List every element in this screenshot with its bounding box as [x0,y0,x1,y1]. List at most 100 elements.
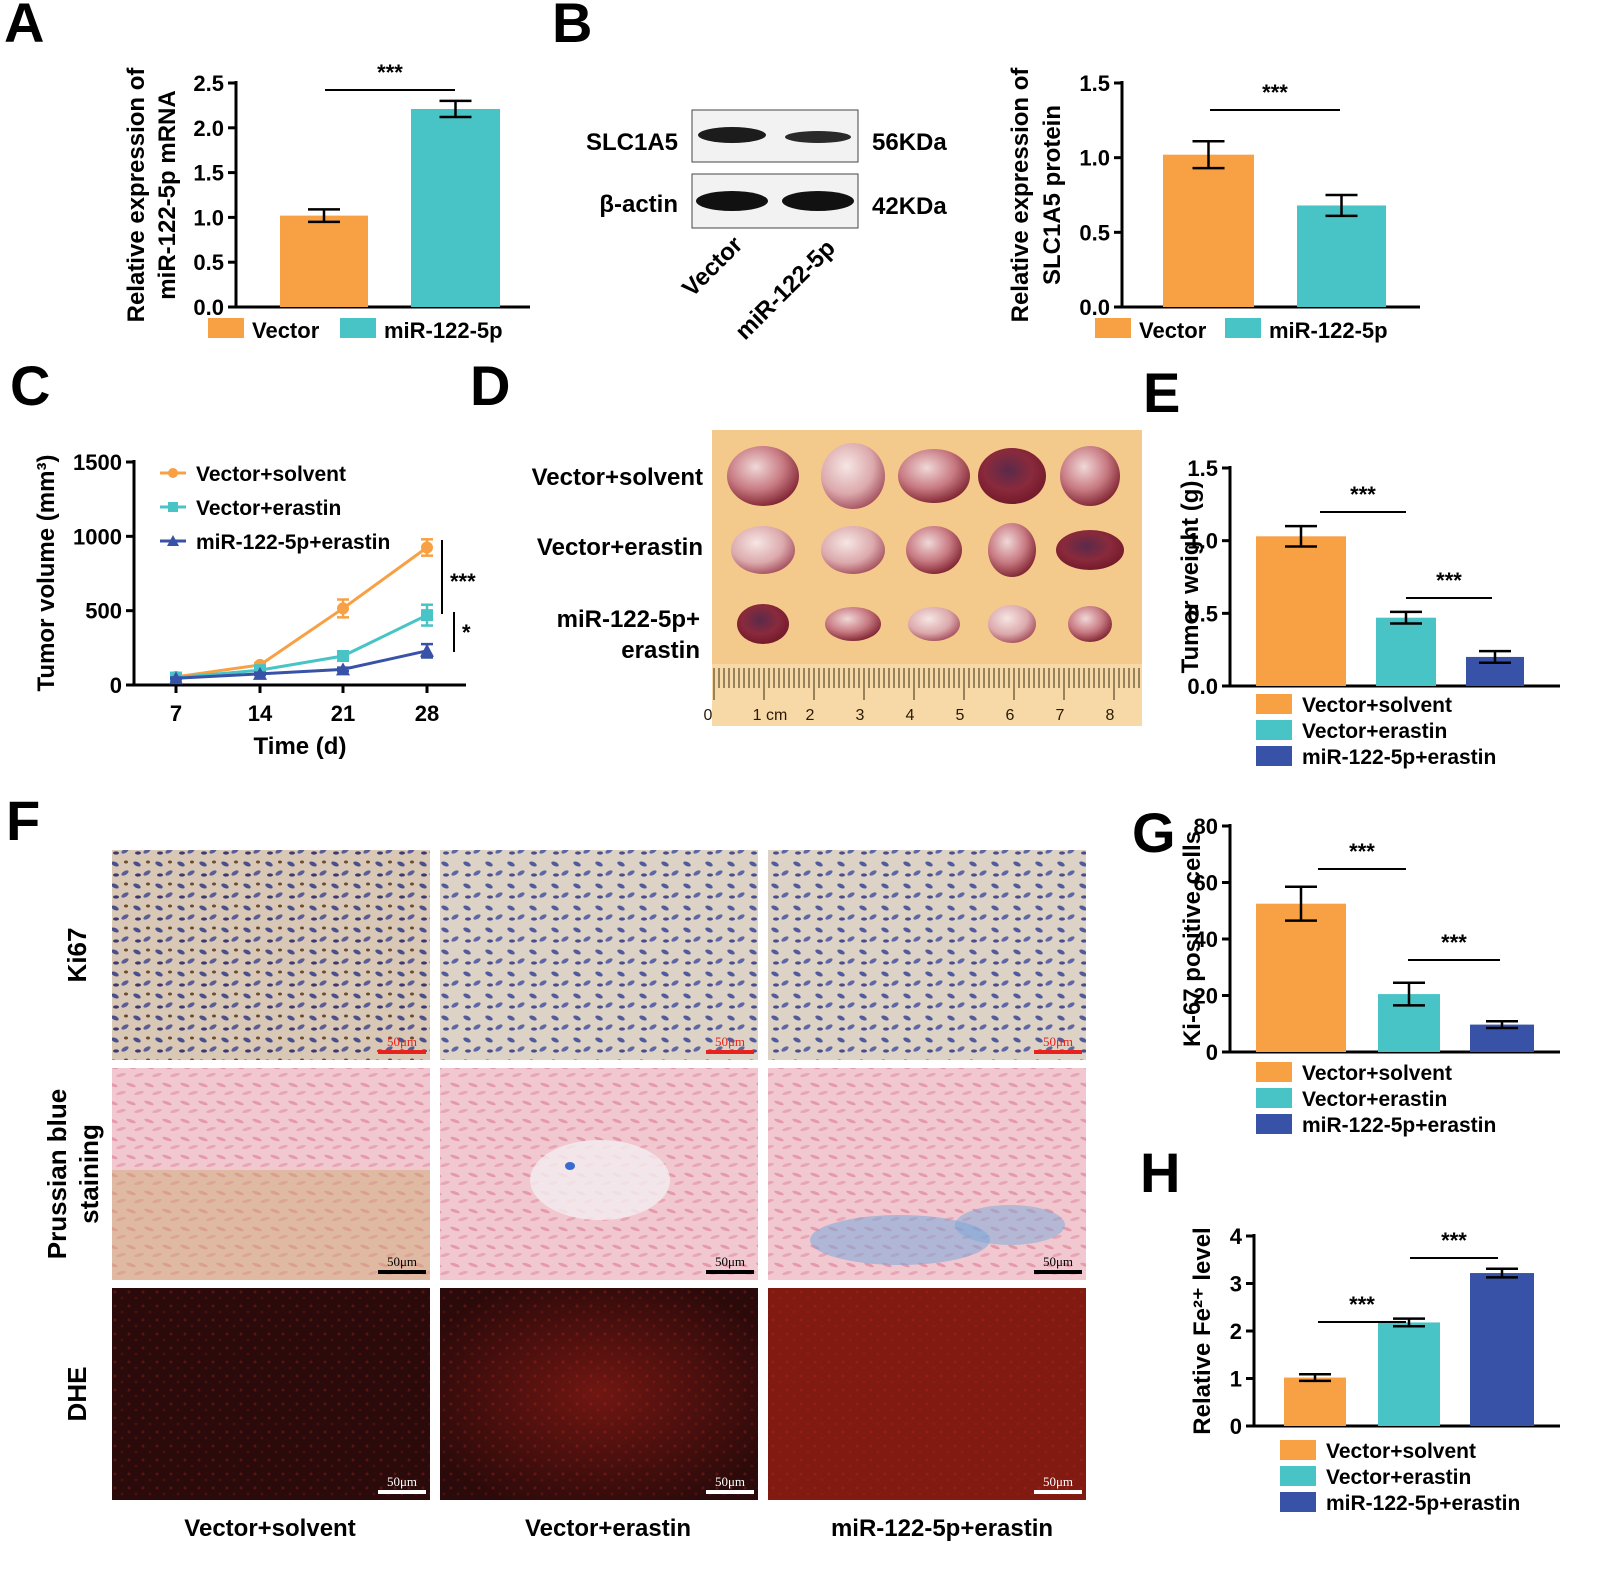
y-axis-label: Relative expression of [1007,67,1034,323]
ruler-ticks: 0 1 cm 2 3 4 5 6 7 8 [704,668,1140,724]
legend-swatch-1 [1095,318,1131,338]
legend-swatch-2 [1256,1088,1292,1108]
ki67-image-1 [112,850,430,1060]
scale-bar-label: 50μm [715,1034,745,1049]
tumor [908,607,960,641]
legend-swatch-1 [1280,1440,1316,1460]
y-axis-label: Relative expression of [123,67,150,323]
histology-grid: 50μm 50μm 50μm 50μm 50μm 50μm 50μm 50μm 50μm Ki6… [42,850,1086,1542]
dhe-image-1 [112,1288,430,1500]
blot-label-actin: β-actin [599,191,678,218]
legend-label-1: Vector [1139,318,1207,343]
point-triangle [253,666,267,680]
y-axis-label: miR-122-5p mRNA [154,90,181,299]
ki67-image-2 [440,850,758,1060]
legend-label-2: Vector+erastin [1302,720,1447,743]
legend-label-1: Vector+solvent [1326,1440,1476,1463]
scale-bars: 50μm 50μm 50μm 50μm 50μm 50μm 50μm 50μm 50μm [378,1034,1082,1494]
y-tick-label: 1.0 [1187,529,1218,554]
y-tick-label: 0.0 [1187,674,1218,699]
bar-2 [411,108,500,307]
scale-bar [1034,1490,1082,1494]
prussian-image-1 [112,1068,430,1280]
prussian-blue-deposit-2 [955,1205,1065,1245]
tumor-grid [727,443,1124,644]
panel-label-f: F [6,789,40,852]
y-tick-label: 1500 [73,450,122,475]
significance-label-1: *** [377,60,403,85]
scale-bar [1034,1270,1082,1274]
chart-b-slc1a5-protein: 0.0 0.5 1.0 1.5 *** Relative expression of SLC… [1007,67,1420,343]
y-tick-label: 4 [1230,1224,1243,1249]
chart-e-tumor-weight: 0.0 0.5 1.0 1.5 *** *** Tumor weight (g) Vector… [1177,456,1560,769]
ruler-label: 6 [1006,707,1015,724]
ruler-label: 2 [806,707,815,724]
legend-label-1: Vector [252,318,320,343]
tumor [1060,446,1120,506]
y-tick-label: 20 [1194,984,1218,1009]
ruler-label: 4 [906,707,915,724]
y-tick-label: 40 [1194,927,1218,952]
chart-c-tumor-volume: 0 500 1000 1500 7 14 21 28 Time (d) Tumor volume … [33,450,476,760]
photo-row-label-1: Vector+solvent [532,464,703,491]
bar-1 [1284,1377,1346,1426]
scale-bar-label: 50μm [387,1034,417,1049]
bar-1 [280,215,368,307]
y-tick-label: 1.0 [193,205,224,230]
significance-label-1: *** [1349,1292,1375,1317]
y-tick-label: 1000 [73,524,122,549]
bar-2 [1297,205,1386,307]
significance-label-2: *** [1441,1228,1467,1253]
scale-bar-label: 50μm [1043,1034,1073,1049]
chart-g-ki67: 0 20 40 60 80 *** *** Ki-67 positive cells Vecto… [1179,814,1560,1137]
scale-bar [378,1270,426,1274]
legend-label-2: miR-122-5p [384,318,503,343]
legend-label-3: miR-122-5p+erastin [1302,746,1496,769]
tumor [988,523,1036,577]
legend-swatch-2 [1280,1466,1316,1486]
series-line-1 [175,546,428,679]
point-triangle [420,643,434,657]
point-circle [421,541,433,554]
legend-swatch-2 [340,318,376,338]
bar-1 [1256,903,1346,1052]
point-triangle [169,671,183,685]
photo-row-label-2: Vector+erastin [537,534,703,561]
tumor [727,446,799,506]
y-tick-label: 60 [1194,871,1218,896]
y-tick-label: 0 [1230,1414,1242,1439]
tumor [906,526,962,574]
ruler-label: 7 [1056,707,1065,724]
legend-swatch-2 [1225,318,1261,338]
histo-col-vector-solvent: Vector+solvent [184,1515,355,1542]
y-tick-label: 2.5 [193,71,224,96]
legend-label-2: Vector+erastin [1326,1466,1471,1489]
tumor-photo: 0 1 cm 2 3 4 5 6 7 8 Vector+solvent Vector+erast… [532,430,1142,726]
x-tick-label: 21 [331,701,355,726]
y-tick-label: 1.5 [1079,71,1110,96]
band-actin-vector [696,191,768,211]
western-blot: SLC1A5 β-actin 56KDa 42KDa Vector miR-12… [586,109,947,345]
x-tick-label: 14 [248,701,273,726]
panel-label-a: A [4,0,44,54]
tumor [988,605,1036,643]
tumor [731,526,795,574]
point-triangle [336,662,350,676]
y-tick-label: 1.5 [193,161,224,186]
significance-label-1: *** [1350,482,1376,507]
bar-2 [1378,1322,1440,1426]
y-tick-label: 1 [1230,1367,1242,1392]
y-tick-label: 500 [85,599,122,624]
legend-swatch-1 [1256,1062,1292,1082]
bar-2 [1376,617,1436,686]
y-tick-label: 0.0 [1079,295,1110,320]
legend-label-1: Vector+solvent [196,463,346,486]
tumor [821,526,885,574]
scale-bar-label: 50μm [715,1474,745,1489]
band-slc1a5-mir [785,131,851,143]
y-tick-label: 2 [1230,1319,1242,1344]
scale-bar [1034,1050,1082,1054]
y-tick-label: 0 [110,673,122,698]
dhe-glow-2 [440,1288,758,1500]
ruler-label: 0 [704,707,713,724]
